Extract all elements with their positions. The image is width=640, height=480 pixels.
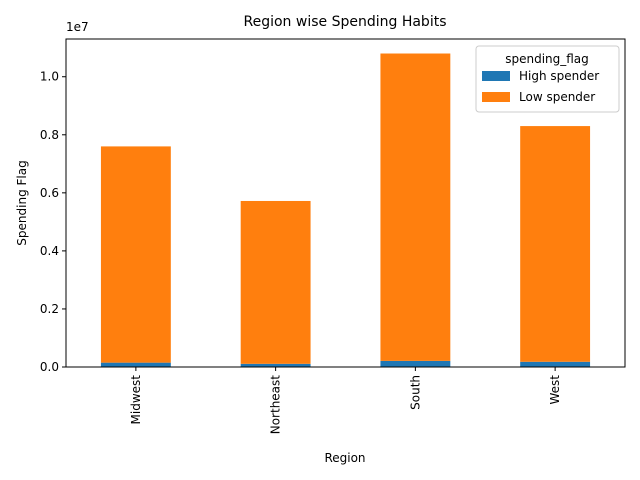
bar-high-spender-west: [520, 361, 591, 367]
x-tick-label: West: [548, 375, 562, 405]
y-tick-label: 0.6: [40, 186, 59, 200]
bars-group: [100, 53, 591, 367]
bar-low-spender-south: [380, 53, 451, 361]
bar-high-spender-northeast: [240, 363, 311, 367]
legend-box: [475, 45, 620, 113]
bar-low-spender-northeast: [240, 200, 311, 364]
bar-low-spender-midwest: [100, 146, 171, 363]
x-axis-ticks: Midwest Northeast South West: [129, 367, 562, 434]
y-axis-scale-label: 1e7: [66, 20, 89, 34]
legend-swatch-low-spender: [482, 92, 510, 102]
plot-frame: [65, 38, 626, 368]
chart-title: Region wise Spending Habits: [244, 14, 447, 30]
legend-title: spending_flag: [505, 52, 589, 66]
y-tick-label: 0.4: [40, 244, 59, 258]
y-tick-label: 0.8: [40, 128, 59, 142]
x-tick-label: Northeast: [269, 375, 283, 435]
bar-low-spender-west: [520, 126, 591, 362]
x-tick-label: Midwest: [129, 375, 143, 425]
legend-items: High spender Low spender: [482, 69, 599, 104]
x-tick-label: South: [408, 375, 422, 410]
legend: spending_flag High spender Low spender: [475, 45, 620, 113]
bar-high-spender-midwest: [100, 362, 171, 367]
legend-label-low-spender: Low spender: [519, 90, 595, 104]
y-tick-label: 0.0: [40, 360, 59, 374]
legend-label-high-spender: High spender: [519, 69, 599, 83]
y-tick-label: 0.2: [40, 302, 59, 316]
y-axis-ticks: 0.0 0.2 0.4 0.6 0.8 1.0: [40, 70, 66, 374]
bar-high-spender-south: [380, 360, 451, 367]
x-axis-label: Region: [324, 451, 365, 465]
y-axis-label: Spending Flag: [15, 160, 29, 245]
y-tick-label: 1.0: [40, 70, 59, 84]
legend-swatch-high-spender: [482, 71, 510, 81]
